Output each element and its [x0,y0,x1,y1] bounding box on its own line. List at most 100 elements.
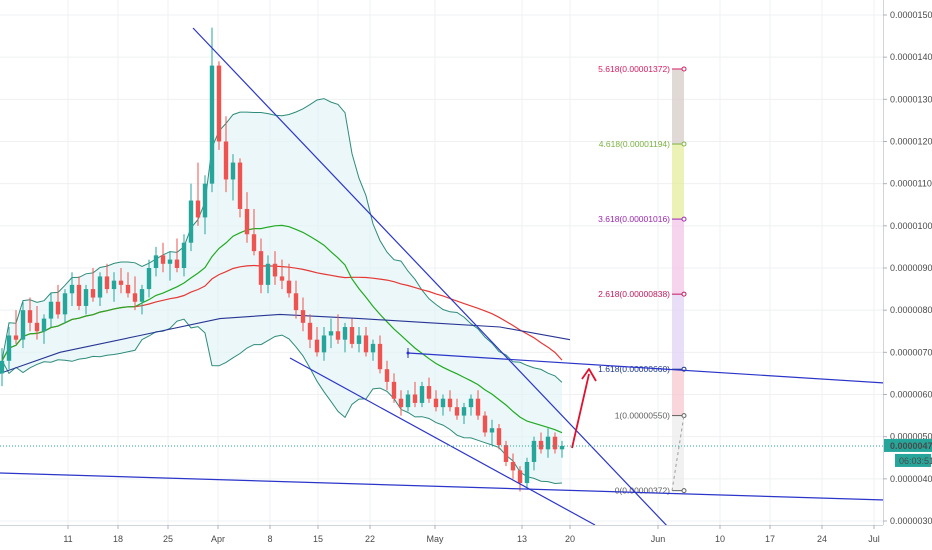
candle-body [258,251,264,285]
candle-body [559,445,565,450]
time-axis-label: 20 [565,534,575,544]
candle-body [90,289,96,298]
candle-body [6,335,12,361]
candle-body [13,335,19,340]
candle-body [174,259,180,268]
time-axis: 11 18 25 Apr 8 15 22 May 13 20 Jun 10 17 24 Jul [0,525,932,550]
fibonacci-extension: 5.618(0.00001372) 4.618(0.00001194) 3.618(… [598,64,687,496]
time-axis-label: 8 [267,534,272,544]
candle-body [300,310,306,323]
candle-body [426,386,432,399]
candle-body [293,293,299,311]
candle-body [391,381,397,399]
candle-body [48,301,54,319]
resistance-line [407,352,886,384]
candle-body [524,461,530,484]
time-axis-label: 22 [365,534,375,544]
candle-body [496,428,502,446]
candle-body [398,398,404,408]
candle-body [468,398,474,408]
projection-arrow-shaft [571,373,590,449]
candle-body [517,470,523,484]
fib-zone [672,68,684,145]
candle-body [125,284,131,294]
candle-body [139,289,145,302]
fib-level-label: 3.618(0.00001016) [598,214,670,224]
candle-body [62,293,68,315]
candle-body [419,386,425,403]
candle-body [489,428,495,433]
candle-body [237,162,243,209]
candle-body [118,280,124,285]
fib-level-label: 1.618(0.00000660) [598,364,670,374]
candle-body [188,200,194,243]
candle-body [153,255,159,268]
candle-body [104,276,110,290]
fib-level-marker [681,488,687,494]
time-axis-label: May [426,534,444,544]
candle-body [321,335,327,353]
candle-body [349,327,355,344]
downtrend-line-upper [192,27,691,550]
candle-body [482,415,488,433]
candle-body [538,440,544,450]
candle-body [223,141,229,180]
candle-body [307,322,313,340]
candle-body [384,369,390,382]
time-axis-label: 24 [817,534,827,544]
fib-zone [672,144,684,220]
candle-body [216,65,222,142]
candle-body [132,293,138,302]
bollinger-lower [1,318,563,485]
support-line [0,472,886,501]
candle-body [209,65,215,184]
candles [0,27,565,492]
candle-body [34,322,40,332]
last-price-badge [884,438,932,452]
candle-body [370,343,376,353]
time-axis-label: Apr [211,534,225,544]
time-axis-label: Jul [868,534,880,544]
candle-body [181,242,187,268]
candle-body [405,394,411,408]
candle-body [146,268,152,290]
fib-level-marker [681,141,687,147]
candle-body [41,318,47,332]
candle-body [461,407,467,416]
candle-body [0,360,5,374]
candle-body [342,327,348,340]
time-axis-label: 17 [765,534,775,544]
candle-body [83,289,89,306]
candle-body [412,394,418,403]
time-axis-label: 13 [517,534,527,544]
fib-level-marker [681,291,687,297]
candle-body [363,335,369,353]
downtrend-line-lower [289,357,596,526]
candle-body [314,339,320,353]
fib-zone [672,369,684,416]
candle-body [20,310,26,340]
fib-diagonal [671,415,685,491]
candle-body [265,263,271,285]
candle-body [510,461,516,471]
candle-body [356,335,362,344]
sma-short-line [1,224,563,434]
candle-body [244,208,250,235]
projection-arrow-head [581,368,597,382]
candle-body [167,259,173,264]
candle-body [545,436,551,450]
fib-level-marker [681,216,687,222]
candle-body [272,263,278,277]
time-axis-label: 10 [715,534,725,544]
